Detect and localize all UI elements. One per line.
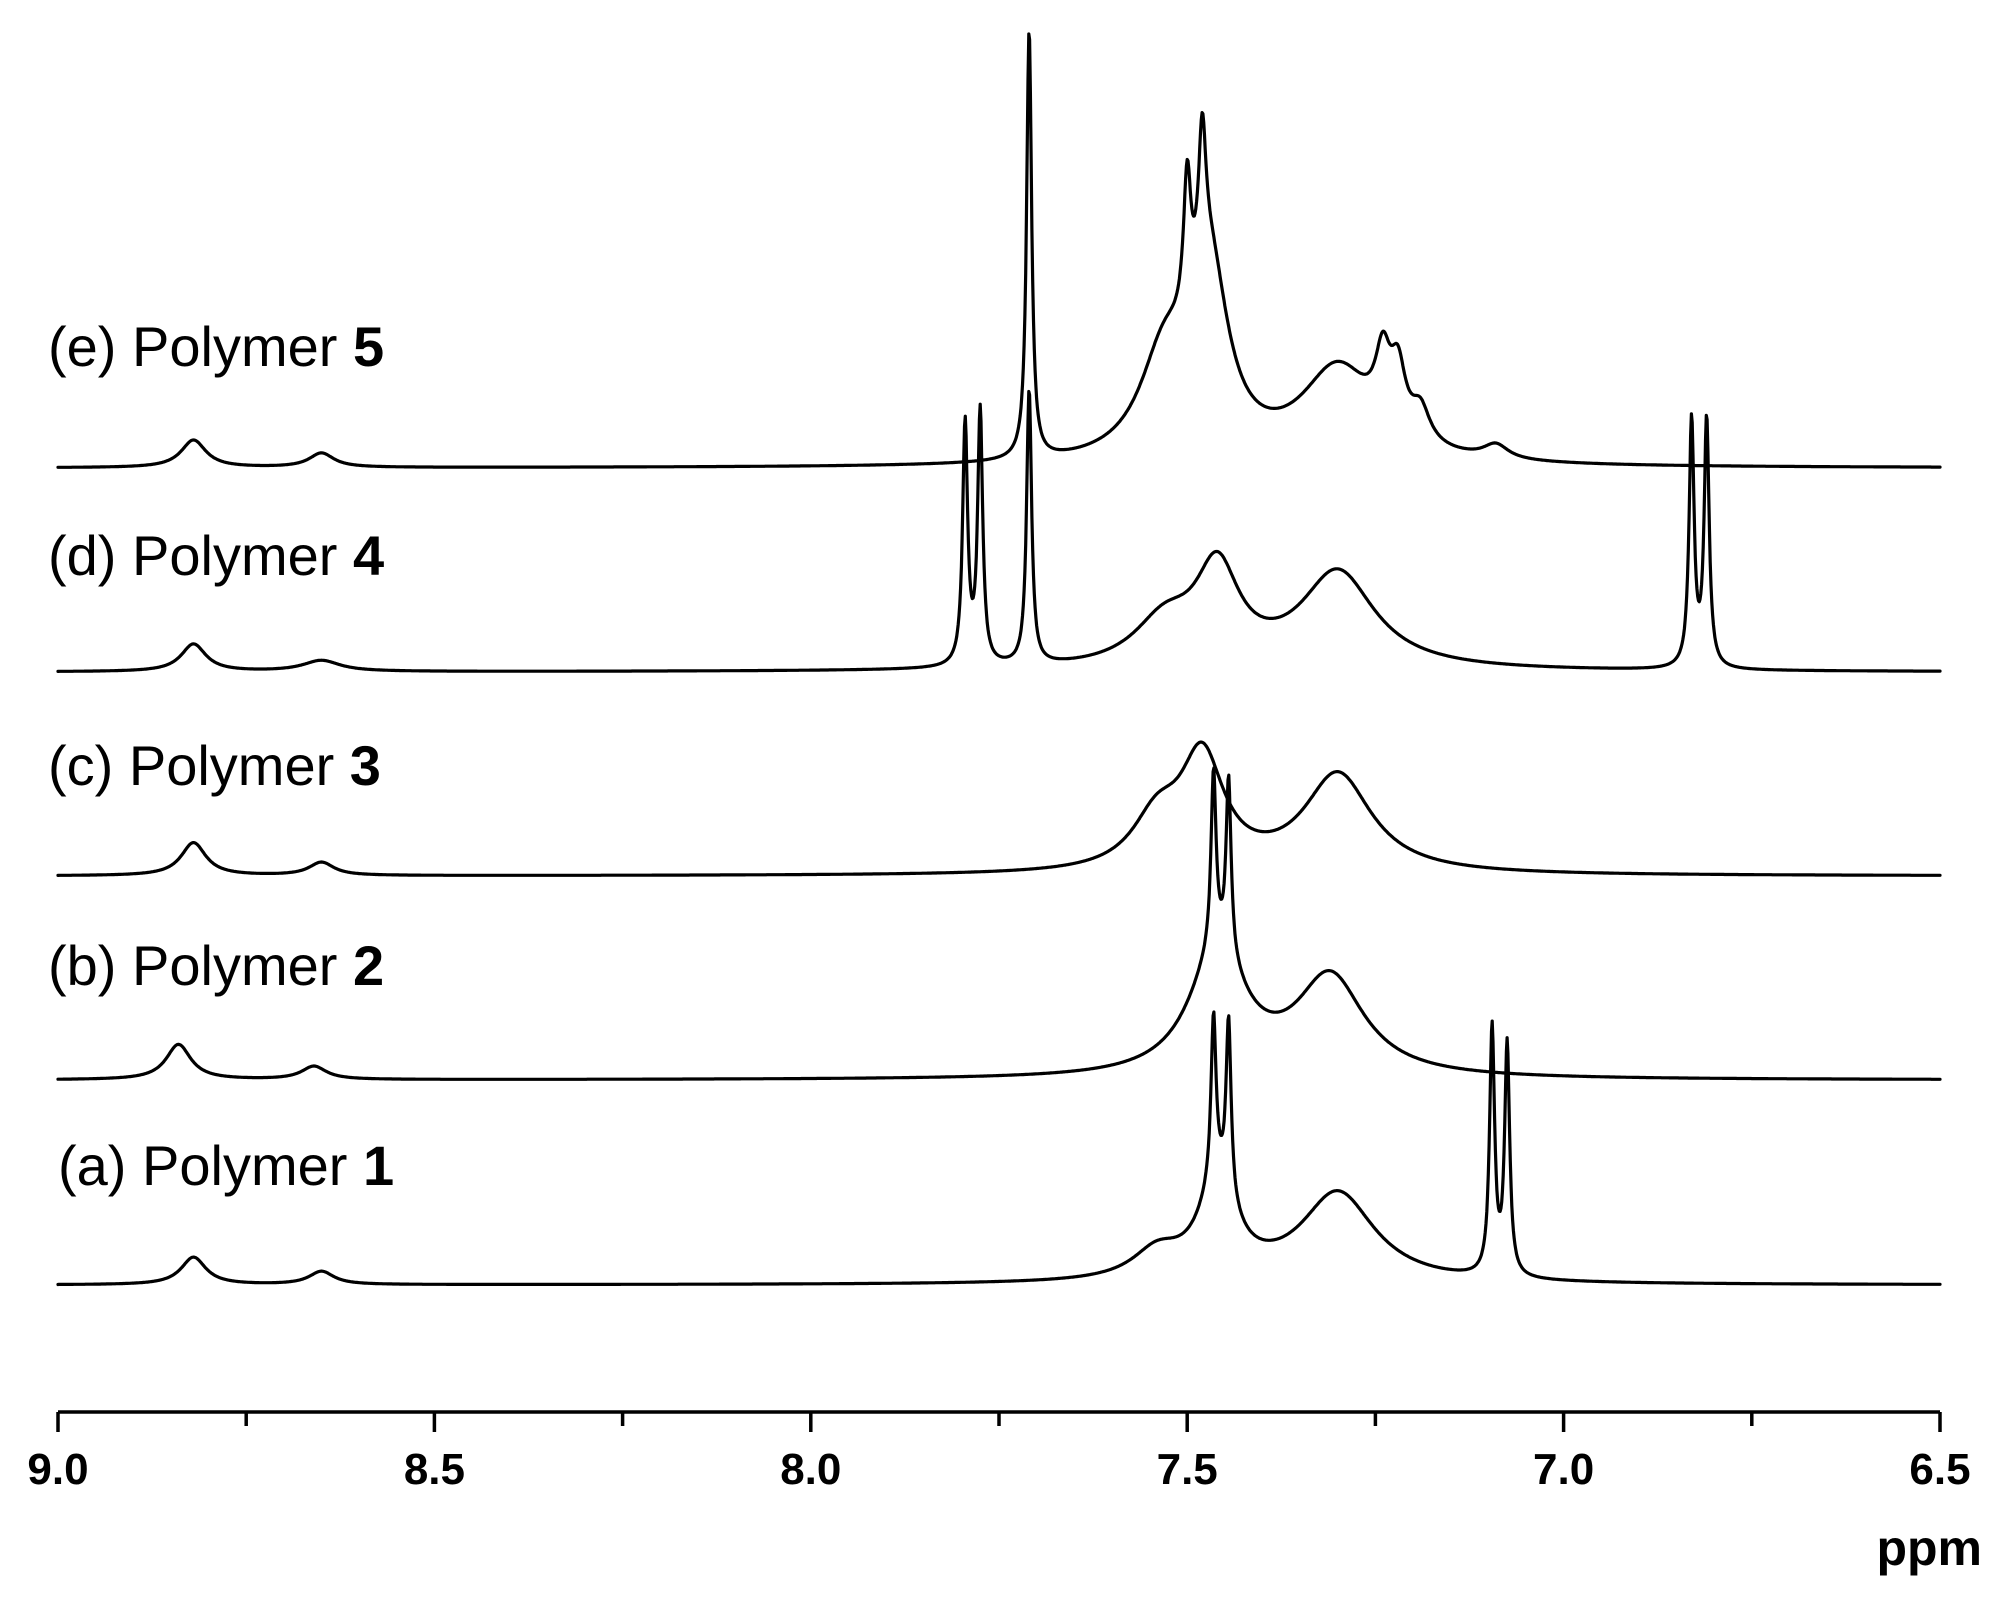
x-axis: 9.0 8.5 8.0 7.5 7.0 6.5 [27, 1410, 1971, 1494]
spectrum-label-3: (c) Polymer 3 [48, 734, 381, 797]
spectrum-trace-3 [56, 740, 1942, 877]
spectrum-label-4: (b) Polymer 2 [48, 934, 384, 997]
spectrum-label-prefix: (e) Polymer [48, 315, 353, 378]
spectrum-trace-4 [56, 766, 1942, 1081]
x-tick-label: 7.5 [1157, 1445, 1218, 1494]
spectrum-label-1: (e) Polymer 5 [48, 315, 384, 378]
spectrum-label-number: 3 [350, 734, 381, 797]
spectrum-labels: (e) Polymer 5(d) Polymer 4(c) Polymer 3(… [48, 315, 394, 1197]
spectra-traces [56, 32, 1942, 1287]
spectrum-label-number: 2 [353, 934, 384, 997]
spectrum-trace-2 [56, 389, 1942, 673]
spectrum-label-number: 5 [353, 315, 384, 378]
spectrum-trace-5 [56, 1010, 1942, 1287]
x-tick-label: 9.0 [27, 1445, 88, 1494]
x-tick-label: 8.0 [780, 1445, 841, 1494]
spectrum-label-number: 4 [353, 524, 384, 587]
x-tick-label: 6.5 [1909, 1445, 1970, 1494]
spectrum-label-prefix: (c) Polymer [48, 734, 350, 797]
spectrum-label-number: 1 [363, 1134, 394, 1197]
spectrum-label-prefix: (d) Polymer [48, 524, 353, 587]
spectrum-label-prefix: (a) Polymer [58, 1134, 363, 1197]
spectrum-label-5: (a) Polymer 1 [58, 1134, 394, 1197]
spectrum-label-prefix: (b) Polymer [48, 934, 353, 997]
x-axis-label: ppm [1876, 1520, 1982, 1576]
spectrum-trace-1 [56, 32, 1942, 469]
spectrum-label-2: (d) Polymer 4 [48, 524, 384, 587]
x-tick-label: 8.5 [404, 1445, 465, 1494]
x-tick-label: 7.0 [1533, 1445, 1594, 1494]
